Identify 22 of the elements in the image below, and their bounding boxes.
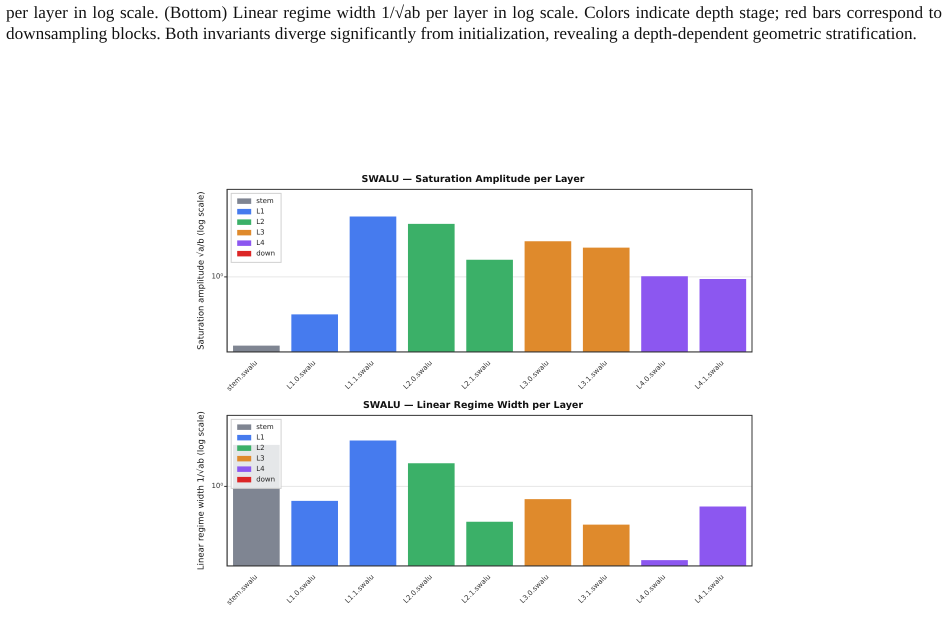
bar (700, 506, 746, 566)
bar (466, 260, 513, 352)
bar (291, 314, 338, 352)
bar (350, 216, 396, 352)
text: per layer in log scale. (Bottom) Linear regime width 1/√ab per layer in log scale. Colors indicate depth stage; red bars correspond to downsampling blocks. Both invariants diverge significantly from initialization, revealing a depth-dependent geometric stratification. (6, 2, 942, 44)
y-axis-title: Saturation amplitude √a/b (log scale) (196, 191, 206, 350)
bar (641, 276, 688, 352)
bar (582, 248, 630, 352)
bar (524, 241, 572, 352)
bar (408, 463, 455, 566)
bar (408, 224, 455, 352)
bar (233, 346, 280, 352)
chart-title: SWALU — Linear Regime Width per Layer (362, 400, 584, 412)
bar (350, 440, 396, 566)
bar (641, 560, 688, 566)
bar (582, 524, 630, 566)
chart-title: SWALU — Saturation Amplitude per Layer (362, 174, 585, 186)
bar (700, 279, 746, 352)
bar (466, 522, 513, 566)
bar (524, 499, 572, 566)
bar (291, 500, 338, 566)
y-axis-title: Linear regime width 1/√ab (log scale) (196, 411, 206, 570)
